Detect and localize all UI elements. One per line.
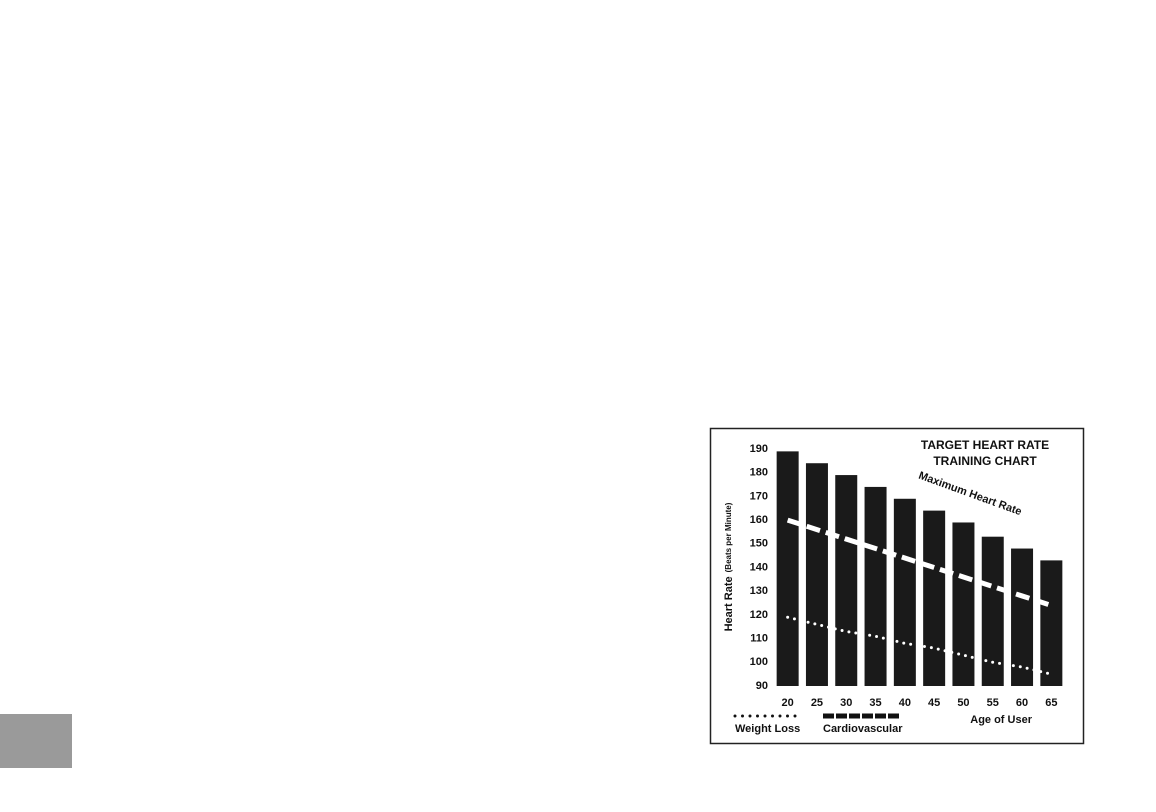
y-tick-label: 150 (750, 538, 768, 550)
x-tick-label: 50 (957, 697, 969, 709)
chart-title: TRAINING CHART (933, 454, 1037, 468)
y-tick-label: 120 (750, 609, 768, 621)
chart-title: TARGET HEART RATE (921, 438, 1049, 452)
bar (893, 498, 916, 686)
y-axis-label: Heart Rate (Beats per Minute) (723, 502, 735, 631)
x-tick-label: 60 (1016, 697, 1028, 709)
y-axis-label-unit: (Beats per Minute) (724, 502, 733, 572)
x-tick-label: 45 (928, 697, 940, 709)
bar (981, 536, 1004, 686)
y-tick-label: 90 (756, 680, 768, 692)
bar (923, 510, 946, 686)
y-tick-label: 160 (750, 514, 768, 526)
x-tick-label: 55 (987, 697, 999, 709)
y-tick-label: 190 (750, 443, 768, 455)
bar (776, 451, 799, 686)
bar (1011, 548, 1034, 686)
y-tick-label: 110 (750, 633, 768, 645)
y-tick-label: 100 (750, 656, 768, 668)
x-tick-label: 35 (869, 697, 881, 709)
x-tick-label: 25 (811, 697, 823, 709)
x-tick-label: 40 (899, 697, 911, 709)
y-tick-label: 130 (750, 585, 768, 597)
bar (835, 475, 858, 686)
x-tick-label: 30 (840, 697, 852, 709)
cardiovascular-line (786, 517, 1053, 608)
legend-label: Weight Loss (735, 723, 800, 735)
y-tick-label: 140 (750, 561, 768, 573)
y-tick-label: 170 (750, 490, 768, 502)
page-tab (0, 714, 72, 768)
weight-loss-line (786, 615, 1053, 676)
bar (864, 486, 887, 686)
x-axis-label: Age of User (970, 714, 1032, 726)
bar (952, 522, 975, 686)
y-tick-label: 180 (750, 467, 768, 479)
bar (1040, 560, 1063, 686)
bar (805, 463, 828, 686)
x-tick-label: 20 (782, 697, 794, 709)
legend-label: Cardiovascular (823, 723, 903, 735)
y-axis-label-main: Heart Rate (723, 576, 735, 631)
x-tick-label: 65 (1045, 697, 1057, 709)
